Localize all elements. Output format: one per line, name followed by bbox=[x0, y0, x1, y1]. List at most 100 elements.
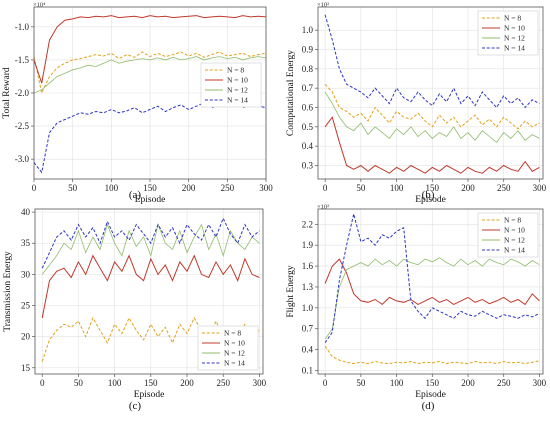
y-tick-label: 35 bbox=[21, 238, 31, 248]
panel-label: (b) bbox=[422, 189, 435, 201]
x-tick-label: 300 bbox=[533, 378, 547, 388]
x-tick-label: 300 bbox=[533, 183, 547, 193]
chart-panel-3: 0 50 100 150 200 250 300 15 20 25 30 35 40 Episode Tra… bbox=[3, 207, 267, 412]
y-tick-label: 30 bbox=[21, 269, 31, 279]
y-tick-label: 1.6 bbox=[302, 261, 314, 271]
series-line-n14 bbox=[324, 14, 540, 109]
x-tick-label: 50 bbox=[74, 378, 84, 388]
legend-entry-label: N = 12 bbox=[227, 86, 248, 95]
y-tick-label: 0.5 bbox=[302, 122, 314, 132]
y-tick-label: 25 bbox=[21, 301, 31, 311]
y-tick-label: 1.0 bbox=[302, 25, 314, 35]
y-tick-label: 20 bbox=[21, 332, 31, 342]
x-tick-label: 250 bbox=[497, 378, 511, 388]
y-tick-label: 1.0 bbox=[302, 303, 314, 313]
y-axis-label: Computational Energy bbox=[286, 50, 296, 136]
legend-entry-label: N = 12 bbox=[504, 236, 525, 245]
legend-entry-label: N = 12 bbox=[224, 349, 245, 358]
legend: N = 8N = 10N = 12N = 14 bbox=[477, 212, 539, 258]
y-tick-label: 40 bbox=[21, 207, 31, 217]
x-tick-label: 150 bbox=[426, 183, 440, 193]
legend-entry-label: N = 14 bbox=[504, 246, 525, 255]
x-axis-label: Episode bbox=[415, 390, 446, 400]
y-tick-label: -2.5 bbox=[15, 121, 30, 131]
y-tick-label: 0.7 bbox=[302, 83, 314, 93]
x-tick-label: 200 bbox=[461, 183, 475, 193]
x-tick-label: 0 bbox=[323, 378, 328, 388]
chart-panel-2: 0 50 100 150 200 250 300 0.3 0.4 0.5 0.6 0.7 0.8 0.9 1… bbox=[286, 2, 547, 206]
axis-exponent-label: ×10² bbox=[317, 204, 329, 211]
legend-entry-label: N = 8 bbox=[224, 329, 241, 338]
plot-frame bbox=[317, 6, 544, 180]
x-tick-label: 100 bbox=[390, 378, 404, 388]
chart-panel-1: 0 50 100 150 200 250 300 -3.0 -2.5 -2.0 -1.5 -1.0 ×1… bbox=[2, 2, 273, 206]
y-tick-label: 0.3 bbox=[302, 160, 314, 170]
y-tick-label: 0.8 bbox=[302, 64, 314, 74]
series-line-n12 bbox=[41, 223, 260, 275]
series-line-n10 bbox=[34, 15, 266, 84]
x-tick-label: 200 bbox=[182, 183, 196, 193]
x-tick-label: 50 bbox=[356, 183, 366, 193]
y-axis-label: Flight Energy bbox=[286, 265, 296, 318]
series-line-n10 bbox=[41, 254, 260, 319]
legend-entry-label: N = 8 bbox=[504, 14, 521, 23]
x-tick-label: 100 bbox=[105, 183, 119, 193]
y-tick-label: -1.5 bbox=[15, 55, 30, 65]
legend-entry-label: N = 10 bbox=[504, 226, 525, 235]
panel-label: (d) bbox=[422, 400, 435, 412]
x-tick-label: 300 bbox=[259, 183, 273, 193]
x-axis-label: Episode bbox=[415, 195, 446, 205]
series-line-n14 bbox=[41, 217, 260, 269]
plot-frame bbox=[317, 208, 544, 375]
x-tick-label: 300 bbox=[253, 378, 267, 388]
plot-frame bbox=[34, 208, 264, 375]
y-tick-label: 0.9 bbox=[302, 45, 314, 55]
legend-entry-label: N = 8 bbox=[504, 216, 521, 225]
series-line-n14 bbox=[324, 213, 540, 343]
series-line-n8 bbox=[324, 345, 540, 365]
y-tick-label: 15 bbox=[21, 363, 31, 373]
x-tick-label: 100 bbox=[108, 378, 122, 388]
legend: N = 8N = 10N = 12N = 14 bbox=[477, 10, 539, 56]
series-line-n12 bbox=[324, 257, 540, 340]
y-tick-label: -3.0 bbox=[15, 154, 30, 164]
series-line-n12 bbox=[324, 91, 540, 143]
legend-entry-label: N = 14 bbox=[227, 96, 248, 105]
panel-label: (c) bbox=[129, 400, 142, 412]
series-line-n10 bbox=[324, 116, 540, 174]
y-tick-label: 1.3 bbox=[302, 282, 314, 292]
x-axis-label: Episode bbox=[134, 390, 165, 400]
legend-entry-label: N = 8 bbox=[227, 66, 244, 75]
y-tick-label: 2.2 bbox=[302, 219, 313, 229]
y-tick-label: 0.4 bbox=[302, 345, 314, 355]
x-tick-label: 150 bbox=[426, 378, 440, 388]
chart-panel-4: 0 50 100 150 200 250 300 0.1 0.4 0.7 1.0 1.3 1.6 1.9 2… bbox=[286, 204, 547, 413]
y-axis-label: Total Reward bbox=[2, 67, 12, 119]
x-tick-label: 250 bbox=[497, 183, 511, 193]
legend: N = 8N = 10N = 12N = 14 bbox=[200, 62, 262, 108]
legend-entry-label: N = 14 bbox=[224, 359, 245, 368]
legend-entry-label: N = 10 bbox=[504, 24, 525, 33]
axis-exponent-label: ×10⁴ bbox=[33, 2, 46, 9]
y-tick-label: 1.9 bbox=[302, 240, 314, 250]
x-tick-label: 150 bbox=[144, 378, 158, 388]
x-tick-label: 50 bbox=[68, 183, 78, 193]
legend-entry-label: N = 10 bbox=[224, 339, 245, 348]
x-tick-label: 100 bbox=[390, 183, 404, 193]
x-tick-label: 0 bbox=[32, 183, 37, 193]
y-tick-label: 0.7 bbox=[302, 324, 314, 334]
y-tick-label: -1.0 bbox=[15, 22, 30, 32]
x-tick-label: 200 bbox=[180, 378, 194, 388]
axis-exponent-label: ×10² bbox=[317, 2, 329, 9]
y-tick-label: 0.6 bbox=[302, 102, 314, 112]
x-axis-label: Episode bbox=[135, 195, 166, 205]
x-tick-label: 0 bbox=[40, 378, 45, 388]
series-line-n12 bbox=[34, 56, 266, 94]
x-tick-label: 200 bbox=[461, 378, 475, 388]
x-tick-label: 250 bbox=[221, 183, 235, 193]
legend-entry-label: N = 14 bbox=[504, 44, 525, 53]
y-axis-label: Transmission Energy bbox=[3, 251, 13, 332]
y-tick-label: -2.0 bbox=[15, 88, 30, 98]
y-tick-label: 0.4 bbox=[302, 141, 314, 151]
